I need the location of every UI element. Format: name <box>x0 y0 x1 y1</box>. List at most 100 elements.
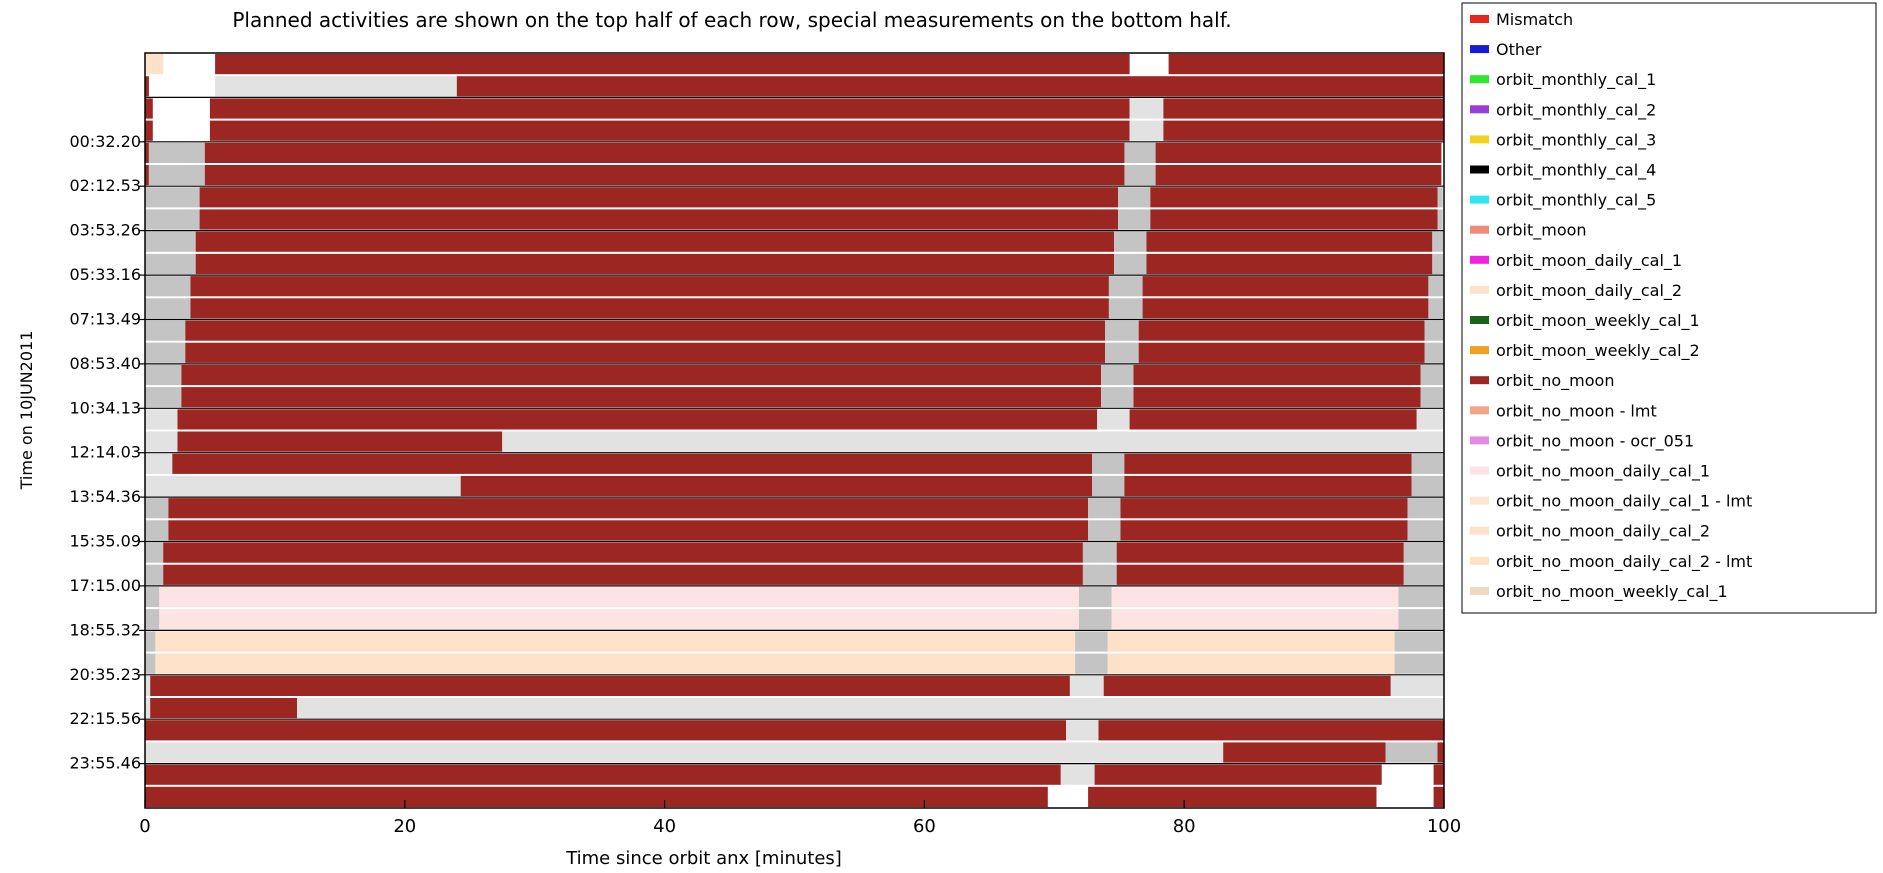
x-axis-label: Time since orbit anx [minutes] <box>565 848 842 869</box>
activity-bar-bottom <box>177 431 503 452</box>
legend-item: orbit_no_moon_daily_cal_2 - lmt <box>1470 552 1752 572</box>
activity-bar-top <box>195 231 1115 252</box>
activity-bar-top <box>155 631 1076 652</box>
y-tick-label: 08:53.40 <box>69 354 141 373</box>
activity-bar-bottom <box>145 742 1224 763</box>
legend-item: orbit_monthly_cal_4 <box>1470 161 1656 181</box>
legend-label: orbit_monthly_cal_3 <box>1496 130 1656 150</box>
legend-label: Mismatch <box>1496 10 1573 29</box>
y-tick-label: 03:53.26 <box>69 221 141 240</box>
activity-bar-top <box>1150 187 1438 208</box>
activity-bar-top <box>199 187 1119 208</box>
activity-bar-bottom <box>1420 387 1444 408</box>
activity-bar-bottom <box>456 76 1444 97</box>
activity-bar-bottom <box>1108 298 1143 319</box>
legend-label: orbit_no_moon_daily_cal_2 - lmt <box>1496 552 1752 572</box>
activity-bar-top <box>1437 187 1443 208</box>
activity-bar-top <box>1108 276 1143 297</box>
legend-item: orbit_monthly_cal_2 <box>1470 100 1656 120</box>
x-tick-label: 0 <box>139 816 150 837</box>
legend-label: orbit_no_moon <box>1496 371 1614 391</box>
activity-bar-bottom <box>145 609 160 630</box>
activity-bar-bottom <box>1118 209 1151 230</box>
orbit-row <box>145 585 1444 630</box>
activity-bar-bottom <box>1155 165 1442 186</box>
y-axis-label: Time on 10JUN2011 <box>17 331 36 491</box>
legend-item: orbit_moon_weekly_cal_1 <box>1470 311 1700 331</box>
x-axis-ticks: 0 20 40 60 80 100 <box>139 800 1461 837</box>
activity-bar-bottom <box>145 475 461 497</box>
legend-swatch <box>1470 225 1489 234</box>
activity-bar-bottom <box>145 165 149 186</box>
activity-bar-bottom <box>150 698 297 719</box>
activity-bar-top <box>145 498 169 519</box>
activity-bar-bottom <box>145 342 186 363</box>
activity-bar-top <box>1394 631 1444 652</box>
activity-bar-bottom <box>1082 564 1117 585</box>
activity-bar-bottom <box>1428 298 1444 319</box>
legend-item: Other <box>1470 40 1542 59</box>
activity-bar-top <box>177 409 1098 430</box>
legend-item: orbit_moon <box>1470 221 1587 241</box>
activity-bar-bottom <box>1394 653 1444 674</box>
activity-bar-bottom <box>1407 520 1444 541</box>
orbit-row <box>145 363 1444 408</box>
activity-bar-top <box>1105 320 1139 341</box>
activity-bar-bottom <box>1150 209 1438 230</box>
activity-bar-top <box>1094 764 1382 785</box>
activity-bar-bottom <box>1146 253 1433 275</box>
activity-bar-bottom <box>145 564 164 585</box>
activity-bar-top <box>1403 542 1444 563</box>
activity-bar-top <box>181 364 1102 386</box>
activity-bar-top <box>1101 364 1134 386</box>
plot-frame <box>144 52 1445 809</box>
activity-bar-bottom <box>1116 564 1404 585</box>
legend-label: orbit_moon_weekly_cal_1 <box>1496 311 1700 331</box>
chart-title: Planned activities are shown on the top … <box>232 8 1231 32</box>
activity-bar-bottom <box>1433 786 1444 807</box>
legend-swatch <box>1470 496 1489 505</box>
legend-label: orbit_no_moon_daily_cal_1 <box>1496 462 1710 482</box>
legend-label: orbit_no_moon - lmt <box>1496 401 1657 421</box>
legend-swatch <box>1470 75 1489 84</box>
orbit-row <box>145 540 1444 585</box>
y-tick-label: 13:54.36 <box>69 487 141 506</box>
y-tick-label: 07:13.49 <box>69 310 141 329</box>
legend-swatch <box>1470 15 1489 23</box>
legend-swatch <box>1470 195 1489 204</box>
orbit-row <box>145 762 1444 807</box>
activity-bar-top <box>145 364 182 386</box>
y-tick-label: 15:35.09 <box>69 532 141 551</box>
activity-bar-top <box>145 409 178 430</box>
activity-bar-top <box>1092 453 1125 474</box>
y-tick-label: 10:34.13 <box>69 398 141 417</box>
activity-bar-top <box>1398 586 1444 608</box>
legend-item: orbit_no_moon_daily_cal_2 <box>1470 522 1710 542</box>
orbit-row <box>145 452 1444 497</box>
activity-bar-bottom <box>185 342 1106 363</box>
legend-item: orbit_no_moon_weekly_cal_1 <box>1470 582 1728 602</box>
activity-bar-top <box>1103 675 1391 696</box>
legend-swatch <box>1470 586 1489 595</box>
orbit-row <box>145 96 1444 141</box>
orbit-row <box>145 629 1444 674</box>
activity-bar-top <box>1079 586 1112 608</box>
activity-bar-bottom <box>1437 209 1443 230</box>
activity-bar-top <box>215 54 1130 75</box>
activity-bar-bottom <box>145 520 169 541</box>
activity-bar-top <box>1416 409 1444 430</box>
activity-bar-bottom <box>145 653 156 674</box>
activity-bar-top <box>1163 98 1444 119</box>
y-tick-label: 20:35.23 <box>69 665 141 684</box>
legend-label: orbit_monthly_cal_4 <box>1496 161 1656 181</box>
activity-bar-bottom <box>159 609 1080 630</box>
activity-bar-bottom <box>148 165 205 186</box>
activity-bar-bottom <box>1424 342 1444 363</box>
activity-bar-bottom <box>155 653 1076 674</box>
activity-bar-top <box>1390 675 1444 696</box>
activity-bar-top <box>1066 720 1099 741</box>
activity-bar-top <box>145 631 156 652</box>
activity-bar-bottom <box>145 431 178 452</box>
legend-label: orbit_no_moon_daily_cal_1 - lmt <box>1496 492 1752 512</box>
activity-bar-top <box>1124 453 1412 474</box>
